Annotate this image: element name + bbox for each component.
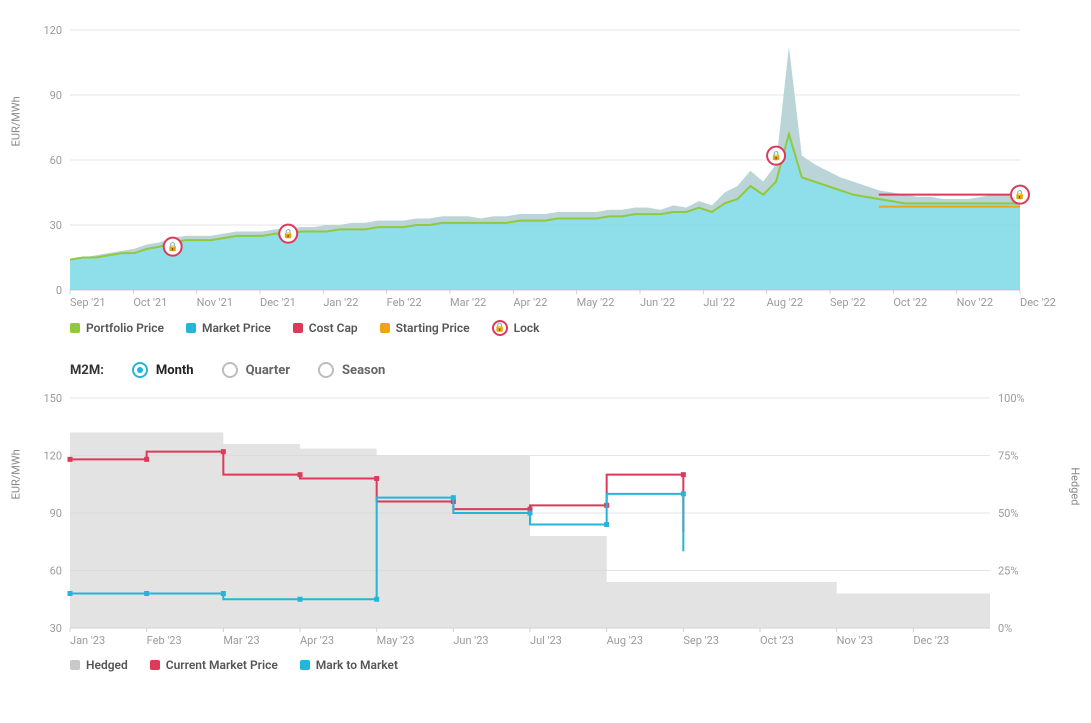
svg-text:Dec '21: Dec '21 (260, 296, 296, 309)
svg-text:🔒: 🔒 (1014, 190, 1025, 201)
top-chart-legend: Portfolio Price Market Price Cost Cap Start… (30, 310, 1061, 336)
svg-text:🔒: 🔒 (283, 229, 294, 240)
top-chart-ylabel: EUR/MWh (10, 96, 23, 146)
svg-text:Mar '22: Mar '22 (450, 296, 486, 309)
svg-text:100%: 100% (998, 392, 1025, 405)
legend-label: Lock (514, 321, 540, 335)
svg-text:90: 90 (50, 507, 62, 520)
svg-text:Sep '21: Sep '21 (70, 296, 106, 309)
svg-text:Aug '22: Aug '22 (767, 296, 803, 309)
svg-text:Aug '23: Aug '23 (607, 634, 643, 647)
legend-label: Mark to Market (316, 658, 398, 672)
m2m-option-season[interactable]: Season (318, 362, 385, 378)
svg-text:30: 30 (50, 219, 62, 232)
bottom-chart-ylabel-left: EUR/MWh (10, 449, 23, 499)
legend-swatch (70, 660, 80, 670)
svg-text:Nov '22: Nov '22 (957, 296, 993, 309)
legend-label: Market Price (202, 321, 271, 335)
m2m-option-label: Quarter (246, 363, 290, 378)
legend-label: Hedged (86, 658, 128, 672)
bottom-chart-svg: 30 0% 60 25% 90 50% 120 75% 150 100% Jan '23 Feb '2… (30, 388, 1060, 648)
radio-icon (132, 362, 148, 378)
svg-text:Dec '23: Dec '23 (913, 634, 949, 647)
svg-text:Oct '21: Oct '21 (133, 296, 167, 309)
m2m-selector: M2M: Month Quarter Season (30, 336, 1061, 388)
svg-text:Oct '22: Oct '22 (893, 296, 927, 309)
legend-item: Current Market Price (150, 658, 278, 672)
svg-text:Jul '23: Jul '23 (530, 634, 562, 647)
svg-text:60: 60 (50, 154, 62, 167)
svg-text:120: 120 (43, 24, 62, 37)
svg-text:🔒: 🔒 (167, 242, 178, 253)
svg-text:90: 90 (50, 89, 62, 102)
legend-swatch (293, 323, 303, 333)
svg-text:Nov '21: Nov '21 (197, 296, 233, 309)
legend-item: Hedged (70, 658, 128, 672)
svg-text:Mar '23: Mar '23 (223, 634, 259, 647)
m2m-option-quarter[interactable]: Quarter (222, 362, 290, 378)
legend-item: Mark to Market (300, 658, 398, 672)
svg-text:Apr '22: Apr '22 (513, 296, 547, 309)
top-chart: EUR/MWh 0306090120Sep '21Oct '21Nov '21D… (30, 20, 1061, 310)
svg-text:Jun '22: Jun '22 (640, 296, 675, 309)
legend-item: Market Price (186, 321, 271, 335)
svg-text:Sep '23: Sep '23 (683, 634, 719, 647)
legend-swatch (300, 660, 310, 670)
svg-text:60: 60 (50, 565, 62, 578)
lock-icon: 🔒 (492, 320, 508, 336)
bottom-chart-legend: Hedged Current Market Price Mark to Market (30, 648, 1061, 672)
legend-item: 🔒 Lock (492, 320, 540, 336)
legend-swatch (70, 323, 80, 333)
legend-label: Current Market Price (166, 658, 278, 672)
svg-text:0: 0 (56, 284, 62, 297)
legend-label: Portfolio Price (86, 321, 164, 335)
m2m-option-label: Month (156, 363, 194, 378)
svg-text:Feb '22: Feb '22 (387, 296, 422, 309)
legend-item: Starting Price (380, 321, 470, 335)
svg-text:May '22: May '22 (577, 296, 615, 309)
legend-label: Starting Price (396, 321, 470, 335)
svg-text:Jan '22: Jan '22 (323, 296, 358, 309)
svg-text:Jun '23: Jun '23 (453, 634, 488, 647)
radio-icon (318, 362, 334, 378)
m2m-options: Month Quarter Season (132, 362, 385, 378)
svg-text:Nov '23: Nov '23 (837, 634, 873, 647)
svg-text:120: 120 (43, 450, 62, 463)
svg-text:Jan '23: Jan '23 (70, 634, 105, 647)
m2m-label: M2M: (70, 363, 104, 378)
svg-text:Feb '23: Feb '23 (147, 634, 182, 647)
legend-label: Cost Cap (309, 321, 358, 335)
m2m-option-month[interactable]: Month (132, 362, 194, 378)
svg-text:30: 30 (50, 622, 62, 635)
svg-text:🔒: 🔒 (770, 151, 781, 162)
legend-swatch (186, 323, 196, 333)
svg-text:Jul '22: Jul '22 (703, 296, 735, 309)
legend-item: Cost Cap (293, 321, 358, 335)
svg-text:Apr '23: Apr '23 (300, 634, 334, 647)
bottom-chart-ylabel-right: Hedged (1069, 467, 1082, 505)
svg-text:0%: 0% (998, 622, 1012, 635)
legend-swatch (150, 660, 160, 670)
svg-text:Sep '22: Sep '22 (830, 296, 866, 309)
svg-text:75%: 75% (998, 450, 1018, 463)
legend-swatch (380, 323, 390, 333)
svg-text:Dec '22: Dec '22 (1020, 296, 1056, 309)
svg-text:May '23: May '23 (377, 634, 415, 647)
bottom-chart: EUR/MWh Hedged 300%6025%9050%12075%15010… (30, 388, 1061, 648)
svg-text:25%: 25% (998, 565, 1018, 578)
svg-text:50%: 50% (998, 507, 1018, 520)
legend-item: Portfolio Price (70, 321, 164, 335)
top-chart-svg: 0 30 60 90 120 Sep '21 Oct '21 Nov '21 Dec '21 Ja… (30, 20, 1060, 310)
radio-icon (222, 362, 238, 378)
svg-text:Oct '23: Oct '23 (760, 634, 794, 647)
svg-text:150: 150 (43, 392, 62, 405)
m2m-option-label: Season (342, 363, 385, 378)
